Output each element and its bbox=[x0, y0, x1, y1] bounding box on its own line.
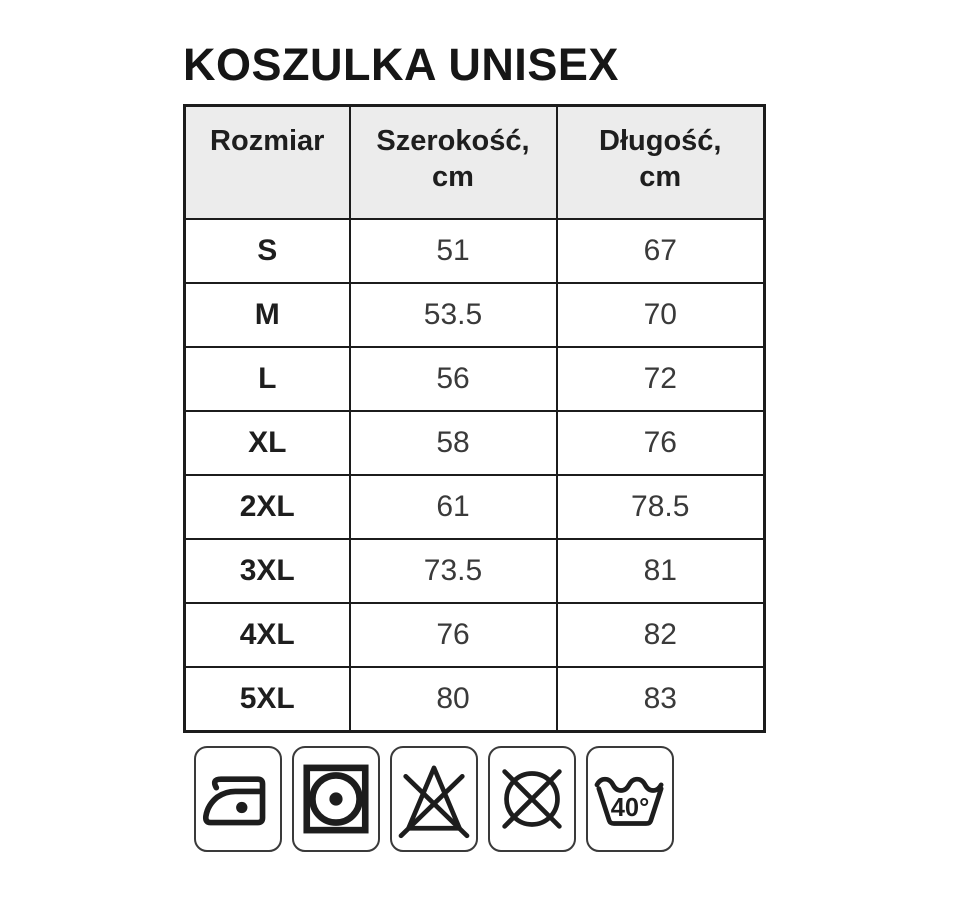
length-cell: 76 bbox=[555, 410, 766, 476]
width-cell: 58 bbox=[348, 410, 558, 476]
width-cell: 73.5 bbox=[348, 538, 558, 604]
length-cell: 81 bbox=[555, 538, 766, 604]
length-cell: 82 bbox=[555, 602, 766, 668]
length-cell: 83 bbox=[555, 666, 766, 733]
size-cell: 3XL bbox=[183, 538, 351, 604]
table-row: 5XL 80 83 bbox=[183, 666, 766, 733]
tumble-dry-one-dot-icon bbox=[292, 746, 380, 852]
table-row: 2XL 61 78.5 bbox=[183, 474, 766, 540]
col-header-width: Szerokość, cm bbox=[348, 104, 558, 220]
page-title: KOSZULKA UNISEX bbox=[183, 39, 619, 90]
care-symbols-row: 40° bbox=[194, 746, 674, 852]
size-table: Rozmiar Szerokość, cm Długość, cm S 51 67 M… bbox=[183, 104, 766, 733]
table-row: 3XL 73.5 81 bbox=[183, 538, 766, 604]
do-not-bleach-icon bbox=[390, 746, 478, 852]
size-table-body: S 51 67 M 53.5 70 L 56 72 XL 58 76 2XL 61 78.5 3XL 73.5 8… bbox=[183, 218, 766, 733]
table-row: 4XL 76 82 bbox=[183, 602, 766, 668]
length-cell: 78.5 bbox=[555, 474, 766, 540]
size-cell: M bbox=[183, 282, 351, 348]
width-cell: 53.5 bbox=[348, 282, 558, 348]
size-cell: S bbox=[183, 218, 351, 284]
length-cell: 67 bbox=[555, 218, 766, 284]
table-row: S 51 67 bbox=[183, 218, 766, 284]
table-row: M 53.5 70 bbox=[183, 282, 766, 348]
width-cell: 80 bbox=[348, 666, 558, 733]
width-cell: 56 bbox=[348, 346, 558, 412]
size-cell: 4XL bbox=[183, 602, 351, 668]
size-cell: L bbox=[183, 346, 351, 412]
width-cell: 51 bbox=[348, 218, 558, 284]
width-cell: 76 bbox=[348, 602, 558, 668]
col-header-size: Rozmiar bbox=[183, 104, 351, 220]
table-row: L 56 72 bbox=[183, 346, 766, 412]
size-cell: 2XL bbox=[183, 474, 351, 540]
wash-40-icon: 40° bbox=[586, 746, 674, 852]
width-cell: 61 bbox=[348, 474, 558, 540]
size-cell: XL bbox=[183, 410, 351, 476]
length-cell: 72 bbox=[555, 346, 766, 412]
table-row: XL 58 76 bbox=[183, 410, 766, 476]
col-header-length: Długość, cm bbox=[555, 104, 766, 220]
wash-temp-label: 40° bbox=[611, 794, 650, 822]
table-header-row: Rozmiar Szerokość, cm Długość, cm bbox=[183, 104, 766, 220]
do-not-dry-clean-icon bbox=[488, 746, 576, 852]
iron-one-dot-icon bbox=[194, 746, 282, 852]
size-cell: 5XL bbox=[183, 666, 351, 733]
length-cell: 70 bbox=[555, 282, 766, 348]
